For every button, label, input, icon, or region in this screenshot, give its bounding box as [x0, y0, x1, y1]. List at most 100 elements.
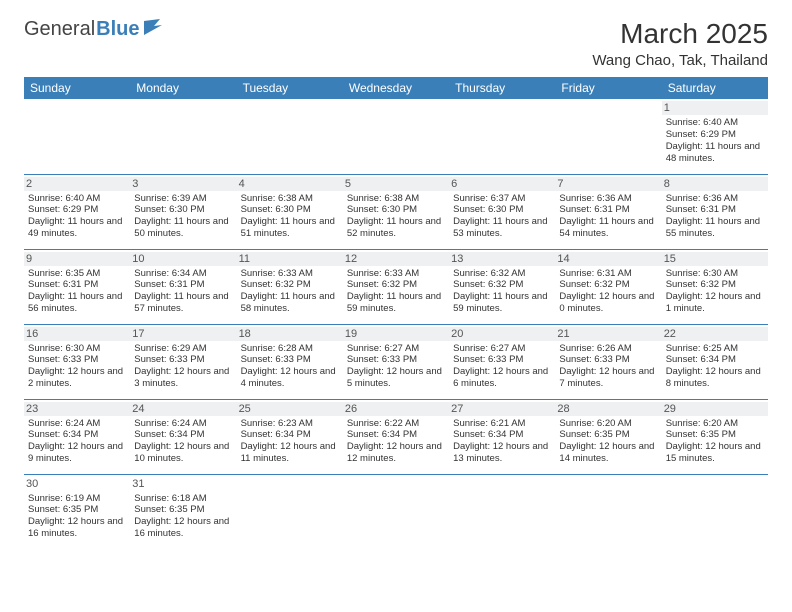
calendar-cell [555, 99, 661, 174]
calendar-cell: 25 Sunrise: 6:23 AMSunset: 6:34 PMDayligh… [237, 399, 343, 474]
daylight-line: Daylight: 12 hours and 7 minutes. [559, 366, 657, 390]
daylight-line: Daylight: 12 hours and 2 minutes. [28, 366, 126, 390]
daylight-line: Daylight: 12 hours and 4 minutes. [241, 366, 339, 390]
day-number: 6 [449, 177, 555, 191]
day-number: 7 [555, 177, 661, 191]
sunset-line: Sunset: 6:29 PM [28, 204, 126, 216]
day-info: Sunrise: 6:18 AMSunset: 6:35 PMDaylight:… [134, 493, 232, 541]
day-info: Sunrise: 6:23 AMSunset: 6:34 PMDaylight:… [241, 418, 339, 466]
col-header: Sunday [24, 77, 130, 99]
sunset-line: Sunset: 6:34 PM [28, 429, 126, 441]
daylight-line: Daylight: 12 hours and 13 minutes. [453, 441, 551, 465]
calendar-cell: 4Sunrise: 6:38 AMSunset: 6:30 PMDaylight… [237, 174, 343, 249]
day-number: 16 [24, 327, 130, 341]
sunrise-line: Sunrise: 6:28 AM [241, 343, 339, 355]
calendar-cell [449, 99, 555, 174]
sunset-line: Sunset: 6:33 PM [559, 354, 657, 366]
col-header: Saturday [662, 77, 768, 99]
daylight-line: Daylight: 12 hours and 15 minutes. [666, 441, 764, 465]
sunset-line: Sunset: 6:30 PM [134, 204, 232, 216]
calendar-cell [662, 474, 768, 549]
sunset-line: Sunset: 6:31 PM [666, 204, 764, 216]
sunrise-line: Sunrise: 6:36 AM [559, 193, 657, 205]
day-number: 3 [130, 177, 236, 191]
day-info: Sunrise: 6:22 AMSunset: 6:34 PMDaylight:… [347, 418, 445, 466]
page-title: March 2025 [592, 18, 768, 50]
calendar-cell: 11Sunrise: 6:33 AMSunset: 6:32 PMDayligh… [237, 249, 343, 324]
sunrise-line: Sunrise: 6:37 AM [453, 193, 551, 205]
sunrise-line: Sunrise: 6:27 AM [453, 343, 551, 355]
location-label: Wang Chao, Tak, Thailand [592, 52, 768, 69]
calendar-cell: 7 Sunrise: 6:36 AMSunset: 6:31 PMDaylight… [555, 174, 661, 249]
calendar-cell: 19Sunrise: 6:27 AMSunset: 6:33 PMDayligh… [343, 324, 449, 399]
calendar-cell: 23Sunrise: 6:24 AMSunset: 6:34 PMDayligh… [24, 399, 130, 474]
calendar-cell: 15Sunrise: 6:30 AMSunset: 6:32 PMDayligh… [662, 249, 768, 324]
day-number: 4 [237, 177, 343, 191]
sunrise-line: Sunrise: 6:30 AM [666, 268, 764, 280]
sunrise-line: Sunrise: 6:23 AM [241, 418, 339, 430]
day-number: 29 [662, 402, 768, 416]
day-number: 24 [130, 402, 236, 416]
daylight-line: Daylight: 12 hours and 16 minutes. [28, 516, 126, 540]
sunset-line: Sunset: 6:32 PM [453, 279, 551, 291]
sunset-line: Sunset: 6:32 PM [347, 279, 445, 291]
calendar-cell [449, 474, 555, 549]
day-info: Sunrise: 6:20 AMSunset: 6:35 PMDaylight:… [559, 418, 657, 466]
sunset-line: Sunset: 6:30 PM [453, 204, 551, 216]
daylight-line: Daylight: 12 hours and 14 minutes. [559, 441, 657, 465]
day-info: Sunrise: 6:27 AMSunset: 6:33 PMDaylight:… [347, 343, 445, 391]
calendar-cell: 31Sunrise: 6:18 AMSunset: 6:35 PMDayligh… [130, 474, 236, 549]
day-number: 30 [24, 477, 130, 491]
calendar-cell: 21Sunrise: 6:26 AMSunset: 6:33 PMDayligh… [555, 324, 661, 399]
day-info: Sunrise: 6:36 AMSunset: 6:31 PMDaylight:… [559, 193, 657, 241]
day-number: 22 [662, 327, 768, 341]
daylight-line: Daylight: 11 hours and 50 minutes. [134, 216, 232, 240]
calendar-cell [343, 99, 449, 174]
sunrise-line: Sunrise: 6:40 AM [666, 117, 764, 129]
sunset-line: Sunset: 6:35 PM [666, 429, 764, 441]
sunrise-line: Sunrise: 6:25 AM [666, 343, 764, 355]
calendar-cell: 13Sunrise: 6:32 AMSunset: 6:32 PMDayligh… [449, 249, 555, 324]
calendar-cell: 12Sunrise: 6:33 AMSunset: 6:32 PMDayligh… [343, 249, 449, 324]
sunset-line: Sunset: 6:33 PM [241, 354, 339, 366]
sunrise-line: Sunrise: 6:38 AM [241, 193, 339, 205]
day-info: Sunrise: 6:33 AMSunset: 6:32 PMDaylight:… [241, 268, 339, 316]
sunrise-line: Sunrise: 6:21 AM [453, 418, 551, 430]
daylight-line: Daylight: 11 hours and 59 minutes. [453, 291, 551, 315]
calendar-cell: 29 Sunrise: 6:20 AMSunset: 6:35 PMDayligh… [662, 399, 768, 474]
daylight-line: Daylight: 12 hours and 5 minutes. [347, 366, 445, 390]
daylight-line: Daylight: 11 hours and 57 minutes. [134, 291, 232, 315]
daylight-line: Daylight: 11 hours and 52 minutes. [347, 216, 445, 240]
sunset-line: Sunset: 6:34 PM [134, 429, 232, 441]
day-info: Sunrise: 6:30 AMSunset: 6:33 PMDaylight:… [28, 343, 126, 391]
daylight-line: Daylight: 11 hours and 49 minutes. [28, 216, 126, 240]
calendar-cell: 18Sunrise: 6:28 AMSunset: 6:33 PMDayligh… [237, 324, 343, 399]
calendar-cell [237, 474, 343, 549]
sunrise-line: Sunrise: 6:29 AM [134, 343, 232, 355]
sunrise-line: Sunrise: 6:40 AM [28, 193, 126, 205]
day-info: Sunrise: 6:38 AMSunset: 6:30 PMDaylight:… [347, 193, 445, 241]
flag-icon [144, 18, 166, 41]
sunrise-line: Sunrise: 6:22 AM [347, 418, 445, 430]
sunset-line: Sunset: 6:30 PM [241, 204, 339, 216]
sunrise-line: Sunrise: 6:36 AM [666, 193, 764, 205]
calendar-cell: 10Sunrise: 6:34 AMSunset: 6:31 PMDayligh… [130, 249, 236, 324]
sunrise-line: Sunrise: 6:20 AM [666, 418, 764, 430]
calendar-cell: 30Sunrise: 6:19 AMSunset: 6:35 PMDayligh… [24, 474, 130, 549]
day-number: 14 [555, 252, 661, 266]
sunrise-line: Sunrise: 6:27 AM [347, 343, 445, 355]
day-info: Sunrise: 6:30 AMSunset: 6:32 PMDaylight:… [666, 268, 764, 316]
daylight-line: Daylight: 11 hours and 48 minutes. [666, 141, 764, 165]
sunset-line: Sunset: 6:34 PM [453, 429, 551, 441]
sunset-line: Sunset: 6:33 PM [134, 354, 232, 366]
calendar-cell: 16 Sunrise: 6:30 AMSunset: 6:33 PMDayligh… [24, 324, 130, 399]
sunset-line: Sunset: 6:31 PM [559, 204, 657, 216]
daylight-line: Daylight: 12 hours and 9 minutes. [28, 441, 126, 465]
sunset-line: Sunset: 6:34 PM [241, 429, 339, 441]
day-number: 25 [237, 402, 343, 416]
sunset-line: Sunset: 6:31 PM [134, 279, 232, 291]
brand-part2: Blue [96, 18, 139, 41]
daylight-line: Daylight: 11 hours and 54 minutes. [559, 216, 657, 240]
sunset-line: Sunset: 6:35 PM [28, 504, 126, 516]
sunset-line: Sunset: 6:33 PM [347, 354, 445, 366]
